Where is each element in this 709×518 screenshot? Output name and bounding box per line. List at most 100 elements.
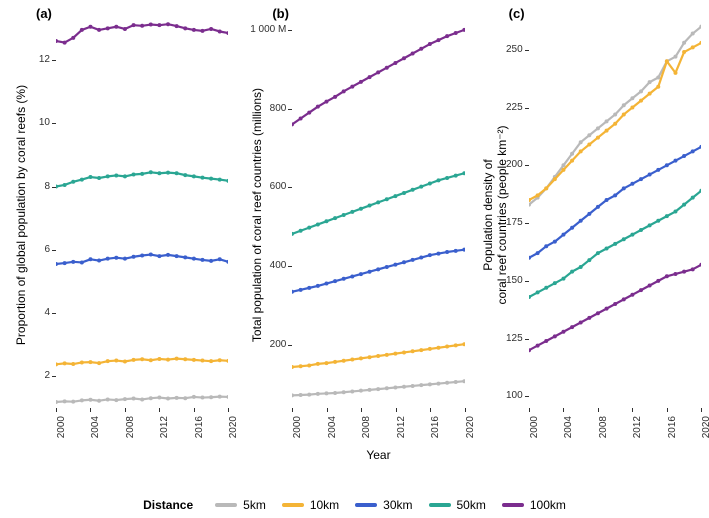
point-b-100km	[437, 38, 441, 42]
point-b-100km	[428, 42, 432, 46]
ytick-mark	[525, 339, 529, 340]
y-axis-title-a: Proportion of global population by coral…	[14, 22, 28, 408]
point-b-100km	[420, 47, 424, 51]
point-b-5km	[316, 392, 320, 396]
xtick-label: 2000	[529, 416, 540, 446]
point-a-100km	[200, 29, 204, 33]
point-c-50km	[673, 210, 677, 214]
point-c-30km	[604, 198, 608, 202]
ytick-mark	[52, 250, 56, 251]
point-b-30km	[333, 279, 337, 283]
point-a-5km	[192, 395, 196, 399]
xtick-mark	[465, 408, 466, 412]
point-b-100km	[368, 75, 372, 79]
point-b-30km	[428, 253, 432, 257]
point-a-5km	[209, 395, 213, 399]
point-c-100km	[639, 288, 643, 292]
ytick-mark	[525, 281, 529, 282]
point-a-10km	[175, 357, 179, 361]
xtick-mark	[430, 408, 431, 412]
ytick-label: 200	[270, 339, 287, 350]
point-b-30km	[402, 260, 406, 264]
xtick-label: 2008	[598, 416, 609, 446]
point-a-30km	[183, 255, 187, 259]
xtick-label: 2012	[632, 416, 643, 446]
point-a-50km	[114, 173, 118, 177]
point-b-100km	[454, 31, 458, 35]
point-c-50km	[604, 247, 608, 251]
point-a-50km	[183, 173, 187, 177]
point-b-50km	[402, 191, 406, 195]
legend-item-30km: 30km	[355, 498, 412, 512]
point-b-5km	[411, 384, 415, 388]
y-axis-title-b: Total population of coral reef countries…	[250, 22, 264, 408]
point-b-100km	[325, 100, 329, 104]
x-axis-title: Year	[292, 448, 464, 462]
point-a-5km	[80, 398, 84, 402]
point-b-100km	[351, 85, 355, 89]
point-c-5km	[587, 133, 591, 137]
point-b-30km	[376, 267, 380, 271]
point-a-50km	[88, 175, 92, 179]
legend-item-50km: 50km	[429, 498, 486, 512]
point-b-10km	[402, 350, 406, 354]
point-b-5km	[437, 382, 441, 386]
point-a-50km	[140, 172, 144, 176]
point-a-100km	[149, 23, 153, 27]
point-a-10km	[200, 359, 204, 363]
point-c-5km	[621, 103, 625, 107]
point-b-50km	[376, 200, 380, 204]
point-b-5km	[351, 389, 355, 393]
point-b-50km	[325, 219, 329, 223]
point-c-5km	[604, 119, 608, 123]
point-a-100km	[88, 25, 92, 29]
ytick-label: 4	[44, 307, 50, 318]
point-b-30km	[368, 270, 372, 274]
legend-swatch-100km	[502, 503, 524, 507]
xtick-label: 2008	[125, 416, 136, 446]
point-c-10km	[553, 177, 557, 181]
point-c-50km	[630, 233, 634, 237]
point-b-5km	[359, 389, 363, 393]
xtick-label: 2012	[396, 416, 407, 446]
point-b-100km	[359, 80, 363, 84]
legend-item-10km: 10km	[282, 498, 339, 512]
point-a-10km	[166, 358, 170, 362]
point-c-50km	[578, 265, 582, 269]
xtick-mark	[228, 408, 229, 412]
point-b-5km	[376, 387, 380, 391]
point-c-100km	[587, 316, 591, 320]
point-c-100km	[656, 279, 660, 283]
point-a-10km	[209, 359, 213, 363]
point-b-50km	[454, 174, 458, 178]
point-b-100km	[376, 70, 380, 74]
point-b-10km	[316, 362, 320, 366]
point-a-5km	[200, 396, 204, 400]
point-b-5km	[308, 393, 312, 397]
point-c-30km	[639, 177, 643, 181]
xtick-mark	[194, 408, 195, 412]
point-c-50km	[613, 242, 617, 246]
point-a-30km	[88, 257, 92, 261]
point-a-30km	[192, 257, 196, 261]
point-a-5km	[114, 398, 118, 402]
point-a-10km	[80, 360, 84, 364]
line-b-100km	[292, 30, 464, 125]
point-a-30km	[114, 256, 118, 260]
point-c-100km	[553, 334, 557, 338]
point-c-10km	[665, 59, 669, 63]
point-b-10km	[445, 345, 449, 349]
point-c-30km	[682, 154, 686, 158]
ytick-mark	[288, 345, 292, 346]
point-c-100km	[630, 293, 634, 297]
point-a-50km	[132, 173, 136, 177]
point-a-30km	[175, 254, 179, 258]
point-c-30km	[535, 251, 539, 255]
point-b-5km	[420, 383, 424, 387]
point-a-30km	[123, 257, 127, 261]
panel-b: (b)2004006008001 000 M200020042008201220…	[236, 0, 472, 470]
point-c-30km	[613, 193, 617, 197]
point-b-100km	[445, 34, 449, 38]
xtick-mark	[327, 408, 328, 412]
point-c-100km	[665, 274, 669, 278]
